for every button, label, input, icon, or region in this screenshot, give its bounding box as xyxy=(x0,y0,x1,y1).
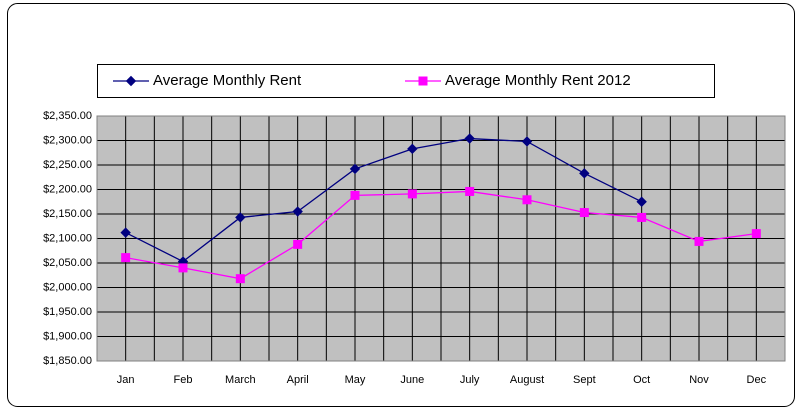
x-tick-label: March xyxy=(225,374,256,386)
y-tick-label: $2,200.00 xyxy=(43,183,92,195)
data-point xyxy=(579,168,590,179)
y-tick-label: $2,350.00 xyxy=(43,110,92,122)
y-tick-label: $2,000.00 xyxy=(43,281,92,293)
legend-marker xyxy=(125,75,137,87)
data-point xyxy=(521,136,533,147)
data-point xyxy=(694,236,704,246)
data-point xyxy=(121,253,131,263)
y-tick-label: $2,250.00 xyxy=(43,159,92,171)
x-tick-label: June xyxy=(400,374,424,386)
x-tick-label: April xyxy=(287,374,309,386)
y-tick-label: $1,900.00 xyxy=(43,330,92,342)
data-point xyxy=(579,208,589,218)
data-point xyxy=(350,190,360,200)
data-point xyxy=(751,229,761,239)
data-point xyxy=(120,227,131,238)
y-tick-label: $1,950.00 xyxy=(43,306,92,318)
data-point xyxy=(637,212,647,222)
x-tick-label: Feb xyxy=(174,374,193,386)
y-tick-label: $1,850.00 xyxy=(43,355,92,367)
y-tick-label: $2,150.00 xyxy=(43,208,92,220)
x-tick-label: Nov xyxy=(689,374,709,386)
legend-box xyxy=(97,64,715,98)
data-point xyxy=(407,143,418,155)
x-tick-label: May xyxy=(345,374,366,386)
data-point xyxy=(407,189,417,199)
data-point xyxy=(178,263,188,273)
y-tick-label: $2,300.00 xyxy=(43,134,92,146)
y-tick-label: $2,050.00 xyxy=(43,257,92,269)
data-point xyxy=(522,195,532,205)
legend-label: Average Monthly Rent xyxy=(153,72,302,89)
data-point xyxy=(464,133,475,144)
data-point xyxy=(235,212,246,223)
x-tick-label: Oct xyxy=(633,374,650,386)
y-tick-label: $2,100.00 xyxy=(43,232,92,244)
data-point xyxy=(465,186,475,196)
data-point xyxy=(636,196,647,207)
data-point xyxy=(349,163,361,175)
plot-border xyxy=(96,115,786,362)
x-tick-label: August xyxy=(510,374,544,386)
series-line xyxy=(125,137,642,263)
x-tick-label: July xyxy=(460,374,480,386)
legend-marker xyxy=(418,76,428,86)
series-line xyxy=(125,190,757,280)
data-point xyxy=(293,239,303,249)
legend-label: Average Monthly Rent 2012 xyxy=(445,72,631,89)
x-tick-label: Dec xyxy=(747,374,767,386)
data-point xyxy=(235,274,245,284)
x-tick-label: Sept xyxy=(573,374,596,386)
x-tick-label: Jan xyxy=(117,374,135,386)
data-point xyxy=(292,206,303,217)
